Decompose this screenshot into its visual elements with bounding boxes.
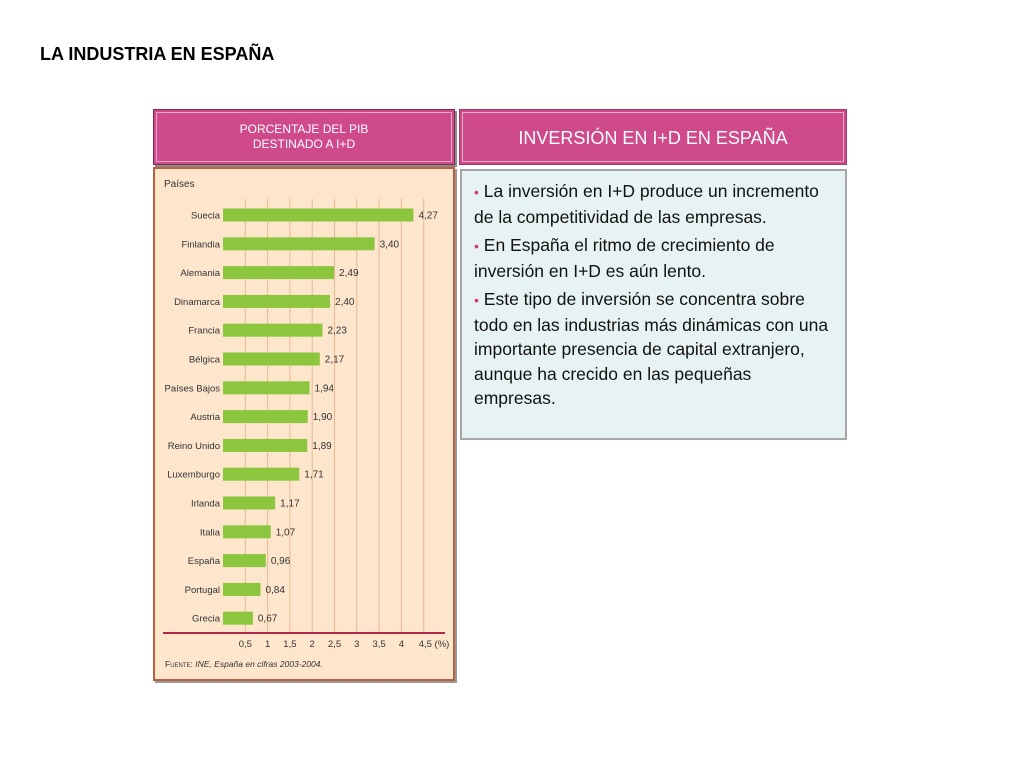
data-label: 2,40 — [335, 297, 355, 308]
bullet-text: La inversión en I+D produce un increment… — [474, 181, 819, 227]
data-label: 3,40 — [380, 239, 400, 250]
category-label: Luxemburgo — [167, 470, 220, 481]
category-label: Alemania — [180, 268, 220, 279]
bar — [223, 294, 331, 308]
bar — [223, 237, 375, 251]
category-label: Grecia — [192, 614, 221, 625]
bullet-text: En España el ritmo de crecimiento de inv… — [474, 235, 775, 281]
bullet-item: • Este tipo de inversión se concentra so… — [474, 287, 835, 411]
data-label: 2,49 — [339, 268, 359, 279]
x-tick-label: 1,5 — [283, 639, 296, 650]
chart-source: Fuente: INE, España en cifras 2003-2004. — [165, 659, 323, 669]
chart-source-label: Fuente: — [165, 659, 195, 669]
chart-header-line2: DESTINADO A I+D — [252, 137, 356, 151]
bullet-item: • La inversión en I+D produce un increme… — [474, 179, 835, 229]
data-label: 2,17 — [325, 355, 345, 366]
category-label: Países Bajos — [165, 383, 221, 394]
category-label: Reino Unido — [168, 441, 220, 452]
info-text-panel: • La inversión en I+D produce un increme… — [460, 169, 847, 440]
bullet-icon: • — [474, 238, 479, 254]
category-label: Portugal — [185, 585, 220, 596]
category-label: Italia — [200, 527, 221, 538]
category-label: Austria — [190, 412, 220, 423]
x-tick-label: 0,5 — [239, 639, 252, 650]
data-label: 1,89 — [312, 441, 332, 452]
data-label: 0,67 — [258, 614, 278, 625]
x-tick-label: 1 — [265, 639, 270, 650]
category-label: Dinamarca — [174, 297, 221, 308]
page-title: LA INDUSTRIA EN ESPAÑA — [40, 44, 275, 64]
category-label: Suecia — [191, 211, 221, 222]
data-label: 0,84 — [265, 585, 285, 596]
bullet-icon: • — [474, 292, 479, 308]
x-tick-label: 4 — [399, 639, 404, 650]
bar — [223, 554, 266, 568]
data-label: 1,07 — [276, 527, 296, 538]
category-axis-title: Países — [164, 179, 195, 190]
category-label: Francia — [188, 326, 220, 337]
bar — [223, 410, 308, 424]
x-tick-label: 2 — [310, 639, 315, 650]
chart-source-text: INE, España en cifras 2003-2004. — [195, 659, 323, 669]
x-tick-label: 4,5 (%) — [419, 639, 450, 650]
x-tick-label: 2,5 — [328, 639, 341, 650]
info-header-title: INVERSIÓN EN I+D EN ESPAÑA — [518, 128, 788, 148]
bar — [223, 525, 271, 539]
bullet-item: • En España el ritmo de crecimiento de i… — [474, 233, 835, 283]
bar — [223, 438, 308, 452]
chart-panel: Países Suecia 4,27 Finlandia 3,40 Alemania 2,4… — [153, 167, 455, 681]
bullet-icon: • — [474, 184, 479, 200]
data-label: 2,23 — [327, 326, 347, 337]
bullet-text: Este tipo de inversión se concentra sobr… — [474, 289, 829, 408]
data-label: 0,96 — [271, 556, 291, 567]
bar — [223, 496, 276, 510]
data-label: 4,27 — [418, 211, 438, 222]
chart-header: PORCENTAJE DEL PIB DESTINADO A I+D — [153, 109, 455, 165]
category-label: Bélgica — [189, 355, 221, 366]
bar — [223, 352, 320, 366]
x-tick-label: 3,5 — [372, 639, 385, 650]
info-header: INVERSIÓN EN I+D EN ESPAÑA — [459, 109, 847, 165]
data-label: 1,94 — [315, 383, 335, 394]
chart-header-line1: PORCENTAJE DEL PIB — [239, 122, 369, 136]
category-label: Irlanda — [191, 499, 221, 510]
bar — [223, 208, 414, 222]
bar — [223, 266, 335, 280]
data-label: 1,17 — [280, 499, 300, 510]
bar-chart: Países Suecia 4,27 Finlandia 3,40 Alemania 2,4… — [163, 179, 450, 669]
x-tick-label: 3 — [354, 639, 359, 650]
data-label: 1,90 — [313, 412, 333, 423]
category-label: Finlandia — [181, 239, 220, 250]
bar — [223, 323, 323, 337]
data-label: 1,71 — [304, 470, 324, 481]
bar — [223, 611, 253, 625]
bar — [223, 582, 261, 596]
bar — [223, 381, 310, 395]
category-label: España — [188, 556, 221, 567]
bar — [223, 467, 300, 481]
